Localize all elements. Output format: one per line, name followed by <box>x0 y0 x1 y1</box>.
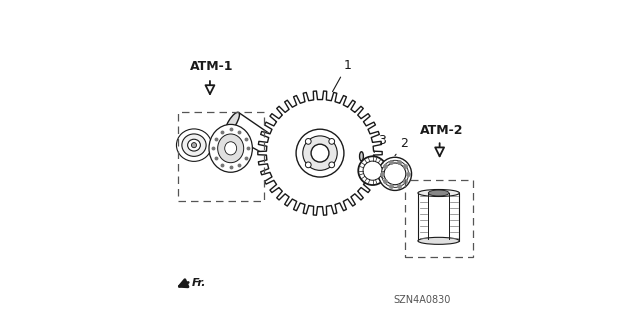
Circle shape <box>363 161 382 180</box>
Circle shape <box>384 163 406 185</box>
Bar <box>404 180 473 257</box>
Text: Fr.: Fr. <box>192 278 206 288</box>
Text: SZN4A0830: SZN4A0830 <box>394 295 451 305</box>
Ellipse shape <box>418 189 460 197</box>
Text: 1: 1 <box>333 59 351 92</box>
Polygon shape <box>258 91 382 215</box>
Text: ATM-2: ATM-2 <box>419 124 463 137</box>
Ellipse shape <box>177 129 212 161</box>
Circle shape <box>296 129 344 177</box>
Circle shape <box>358 156 387 185</box>
Circle shape <box>305 138 311 144</box>
Text: ATM-1: ATM-1 <box>190 60 234 73</box>
Polygon shape <box>418 193 460 241</box>
Ellipse shape <box>225 112 239 133</box>
Ellipse shape <box>209 124 252 172</box>
Text: 3: 3 <box>374 134 386 152</box>
Circle shape <box>329 138 335 144</box>
Circle shape <box>378 157 412 190</box>
Ellipse shape <box>225 142 237 155</box>
Bar <box>178 112 264 201</box>
Polygon shape <box>337 152 362 165</box>
Circle shape <box>303 136 337 170</box>
Circle shape <box>305 162 311 168</box>
Ellipse shape <box>218 134 244 163</box>
Ellipse shape <box>360 152 364 161</box>
Circle shape <box>311 144 329 162</box>
Ellipse shape <box>418 237 460 244</box>
Ellipse shape <box>182 134 206 156</box>
Polygon shape <box>226 113 319 180</box>
Circle shape <box>191 143 196 148</box>
Ellipse shape <box>428 190 449 196</box>
Text: 2: 2 <box>395 137 408 156</box>
Ellipse shape <box>188 139 200 151</box>
Circle shape <box>329 162 335 168</box>
Circle shape <box>381 160 408 188</box>
